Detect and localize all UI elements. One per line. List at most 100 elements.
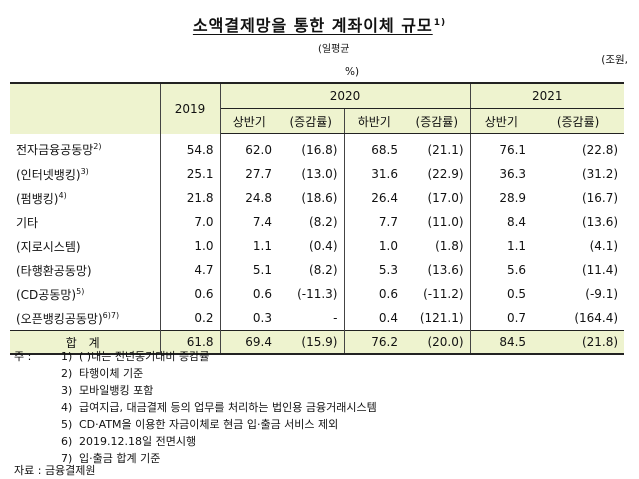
row-label: (펌뱅킹)4) xyxy=(10,186,161,210)
table-body: 전자금융공동망2) 54.8 62.0 (16.8) 68.5 (21.1) 7… xyxy=(10,133,625,355)
footnote-item: 2) 타행이체 기준 xyxy=(61,367,144,380)
unit-label: (조원, xyxy=(601,54,628,66)
cell-2021-h1-change: (4.1) xyxy=(589,239,619,253)
cell-2019: 4.7 xyxy=(160,258,221,282)
row-label: (타행환공동망) xyxy=(10,258,161,282)
notes-prefix: 주 : xyxy=(14,350,32,363)
row-label: (지로시스템) xyxy=(10,234,161,258)
daily-average-note: (일평균 xyxy=(318,44,350,55)
cell-2020-h2-change: (-11.2) xyxy=(404,282,471,306)
cell-2021-h1-change: (11.4) xyxy=(581,263,619,277)
footnote-item: 6) 2019.12.18일 전면시행 xyxy=(61,435,197,448)
cell-2019: 7.0 xyxy=(160,210,221,234)
header-2020: 2020 xyxy=(220,82,471,109)
cell-2020-h1: 1.1 xyxy=(252,239,272,253)
cell-2019: 0.6 xyxy=(160,282,221,306)
title-footnote-ref: 1) xyxy=(433,17,447,28)
cell-2020-h1: 0.3 xyxy=(252,311,272,325)
cell-2020-h2-change: (22.9) xyxy=(404,162,471,186)
cell-2021-h1: 0.5 xyxy=(506,287,527,301)
header-2020-h2-change: (증감률) xyxy=(404,108,471,134)
cell-2020-h2: 7.7 xyxy=(378,215,398,229)
cell-2020-h2: 68.5 xyxy=(371,143,398,157)
footnote-item: 주 :1)( )내는 전년동기대비 증감률 xyxy=(14,350,210,363)
cell-2021-h1: 8.4 xyxy=(506,215,527,229)
cell-2020-h2-change: (11.0) xyxy=(404,210,471,234)
row-label: (인터넷뱅킹)3) xyxy=(10,162,161,186)
cell-2020-h1: 62.0 xyxy=(245,143,272,157)
footnote-item: 5) CD·ATM을 이용한 자금이체로 현금 입·출금 서비스 제외 xyxy=(61,418,339,431)
total-2020-h2-change: (20.0) xyxy=(404,330,471,355)
footnotes: 주 :1)( )내는 전년동기대비 증감률 2) 타행이체 기준 3) 모바일뱅킹 … xyxy=(14,348,377,467)
row-label: (CD공동망)5) xyxy=(10,282,161,306)
cell-2019: 1.0 xyxy=(160,234,221,258)
cell-2020-h2-change: (13.6) xyxy=(404,258,471,282)
cell-2020-h1-change: - xyxy=(278,306,345,331)
header-2021: 2021 xyxy=(470,82,625,109)
cell-2020-h1-change: (13.0) xyxy=(278,162,345,186)
cell-2020-h2: 31.6 xyxy=(371,167,398,181)
total-label: 합 계 xyxy=(10,330,161,355)
row-label: (오픈뱅킹공동망)6)7) xyxy=(10,306,161,331)
total-2020-h1-change: (15.9) xyxy=(278,330,345,355)
table-row: (타행환공동망) 4.7 5.1 (8.2) 5.3 (13.6) 5.6 (1… xyxy=(10,258,624,282)
cell-2021-h1-change: (22.8) xyxy=(581,143,619,157)
cell-2020-h2: 26.4 xyxy=(371,191,398,205)
cell-2020-h1-change: (8.2) xyxy=(278,210,345,234)
cell-2020-h1-change: (8.2) xyxy=(278,258,345,282)
cell-2020-h2: 0.4 xyxy=(378,311,398,325)
header-row-years: 2019 2020 2021 xyxy=(10,82,625,134)
cell-2020-h2: 5.3 xyxy=(378,263,398,277)
footnote-item: 7) 입·출금 합계 기준 xyxy=(61,452,161,465)
cell-2020-h1-change: (16.8) xyxy=(278,133,345,162)
cell-2019: 21.8 xyxy=(160,186,221,210)
total-2020-h1: 69.4 xyxy=(220,330,278,355)
table-row: (오픈뱅킹공동망)6)7) 0.2 0.3 - 0.4 (121.1) 0.7 … xyxy=(10,306,624,331)
header-row-halves: 상반기 (증감률) 하반기 (증감률) 상반기 (증감률) xyxy=(10,108,625,134)
cell-2020-h2-change: (1.8) xyxy=(404,234,471,258)
cell-2021-h1-change: (-9.1) xyxy=(585,287,619,301)
cell-2020-h1-change: (-11.3) xyxy=(278,282,345,306)
cell-2021-h1: 36.3 xyxy=(499,167,527,181)
cell-2020-h1: 24.8 xyxy=(245,191,272,205)
table-row: 전자금융공동망2) 54.8 62.0 (16.8) 68.5 (21.1) 7… xyxy=(10,133,624,162)
source-note: 자료 : 금융결제원 xyxy=(14,464,96,477)
cell-2020-h1: 5.1 xyxy=(252,263,272,277)
cell-2021-h1-change: (13.6) xyxy=(581,215,619,229)
cell-2020-h2-change: (17.0) xyxy=(404,186,471,210)
table-row: (펌뱅킹)4) 21.8 24.8 (18.6) 26.4 (17.0) 28.… xyxy=(10,186,624,210)
cell-2019: 0.2 xyxy=(160,306,221,331)
transfer-volume-table: 2019 2020 2021 상반기 (증감률) 하반기 (증감률) 상반기 (… xyxy=(10,82,625,355)
cell-2020-h1-change: (18.6) xyxy=(278,186,345,210)
cell-2020-h1: 7.4 xyxy=(252,215,272,229)
cell-2020-h2: 1.0 xyxy=(378,239,398,253)
unit-percent-label: %) xyxy=(345,66,360,78)
row-label: 기타 xyxy=(10,210,161,234)
footnote-item: 4) 급여지급, 대금결제 등의 업무를 처리하는 법인용 금융거래시스템 xyxy=(61,401,377,414)
total-2021-h1: 84.5 xyxy=(470,330,533,355)
table-row: (CD공동망)5) 0.6 0.6 (-11.3) 0.6 (-11.2) 0.… xyxy=(10,282,624,306)
row-label: 전자금융공동망2) xyxy=(10,133,161,162)
total-2019: 61.8 xyxy=(160,330,221,355)
cell-2021-h1: 5.6 xyxy=(506,263,527,277)
cell-2020-h2: 0.6 xyxy=(378,287,398,301)
cell-2021-h1-change: (16.7) xyxy=(581,191,619,205)
header-2021-h1: 상반기 xyxy=(470,108,533,134)
header-2021-h1-change: (증감률) xyxy=(532,108,625,134)
cell-2021-h1: 28.9 xyxy=(499,191,527,205)
cell-2020-h1-change: (0.4) xyxy=(278,234,345,258)
cell-2021-h1-change: (164.4) xyxy=(574,311,619,325)
cell-2021-h1: 1.1 xyxy=(506,239,527,253)
table-row: (지로시스템) 1.0 1.1 (0.4) 1.0 (1.8) 1.1 (4.1… xyxy=(10,234,624,258)
cell-2020-h2-change: (121.1) xyxy=(404,306,471,331)
header-2020-h1-change: (증감률) xyxy=(278,108,345,134)
table-title: 소액결제망을 통한 계좌이체 규모1) xyxy=(0,12,639,36)
header-2020-h2: 하반기 xyxy=(344,108,404,134)
cell-2020-h2-change: (21.1) xyxy=(404,133,471,162)
total-2020-h2: 76.2 xyxy=(344,330,404,355)
cell-2020-h1: 0.6 xyxy=(252,287,272,301)
footnote-item: 3) 모바일뱅킹 포함 xyxy=(61,384,154,397)
cell-2020-h1: 27.7 xyxy=(245,167,272,181)
table-row: 기타 7.0 7.4 (8.2) 7.7 (11.0) 8.4 (13.6) xyxy=(10,210,624,234)
cell-2021-h1: 76.1 xyxy=(499,143,527,157)
